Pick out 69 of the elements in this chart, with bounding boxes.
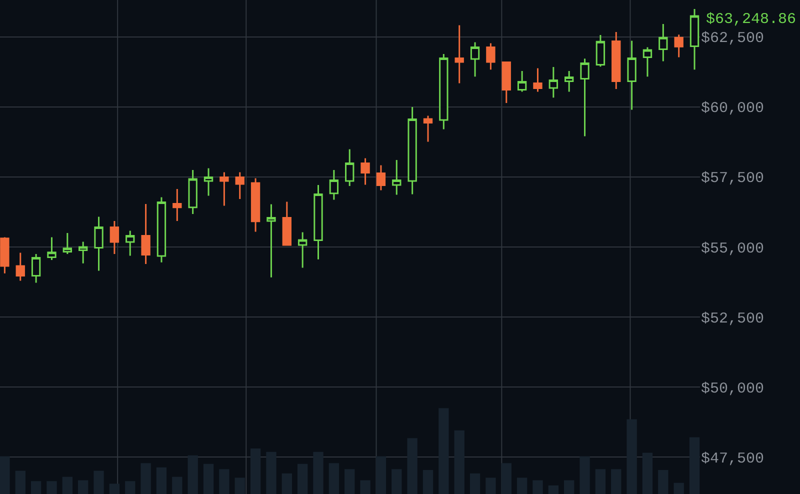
candlestick xyxy=(642,46,652,78)
text: $63,248.86 xyxy=(706,11,796,28)
candlestick xyxy=(220,172,229,206)
candlestick xyxy=(266,204,276,278)
bar xyxy=(250,448,261,494)
bar xyxy=(234,478,245,494)
candlestick xyxy=(204,168,214,196)
candlestick xyxy=(596,34,606,68)
candlestick xyxy=(408,106,417,196)
bar xyxy=(580,456,590,494)
candlestick xyxy=(502,62,511,104)
candlestick xyxy=(94,216,104,272)
candlestick xyxy=(110,220,120,255)
candlestick xyxy=(31,253,41,284)
candlestick xyxy=(62,232,72,255)
bar xyxy=(266,452,276,494)
y-tick-label: $62,500 xyxy=(701,30,764,48)
candlestick xyxy=(486,42,496,70)
bar xyxy=(642,452,653,494)
y-tick-label: $47,500 xyxy=(701,450,764,468)
candlestick xyxy=(454,24,464,84)
candlestick xyxy=(612,31,621,90)
candlestick xyxy=(392,159,402,196)
candlestick xyxy=(16,252,25,282)
y-tick-label: $50,000 xyxy=(701,380,764,398)
bar xyxy=(454,430,464,494)
candlestick xyxy=(141,203,150,265)
bar xyxy=(501,463,512,494)
candlestick xyxy=(690,8,700,70)
candlestick xyxy=(172,188,182,222)
candlestick xyxy=(533,68,542,92)
candlestick xyxy=(126,230,135,256)
bar xyxy=(626,419,637,494)
candlestick xyxy=(658,23,668,62)
bar xyxy=(407,438,418,494)
candlestick xyxy=(0,236,10,274)
candlestick xyxy=(627,40,636,110)
candlestick xyxy=(564,70,574,92)
candlestick xyxy=(78,240,88,264)
bar xyxy=(313,452,324,494)
candlestick xyxy=(548,66,558,98)
bar xyxy=(376,456,386,494)
y-tick-label: $55,000 xyxy=(701,240,764,258)
candlestick xyxy=(188,169,198,215)
candlestick xyxy=(423,114,433,142)
candlestick xyxy=(298,232,308,268)
bar xyxy=(438,408,449,494)
candlestick xyxy=(376,164,386,192)
candlestick xyxy=(250,178,260,232)
candlestick xyxy=(329,169,339,200)
candlestick xyxy=(470,42,480,78)
candlestick xyxy=(580,58,590,138)
bar xyxy=(0,456,10,494)
y-tick-label: $52,500 xyxy=(701,310,764,328)
bar xyxy=(689,437,700,494)
candlestick xyxy=(235,172,244,200)
candlestick xyxy=(314,184,323,260)
y-tick-label: $57,500 xyxy=(701,170,764,188)
candlestick xyxy=(517,70,527,92)
y-tick-label: $60,000 xyxy=(701,100,764,118)
bar xyxy=(109,484,120,494)
bar xyxy=(188,455,198,494)
candlestick xyxy=(439,53,448,130)
candlestick xyxy=(47,236,56,261)
candlestick xyxy=(674,34,684,58)
candlestick xyxy=(156,196,166,264)
candlestick xyxy=(360,158,370,186)
candlestick xyxy=(282,200,292,246)
candlestick xyxy=(345,148,354,187)
